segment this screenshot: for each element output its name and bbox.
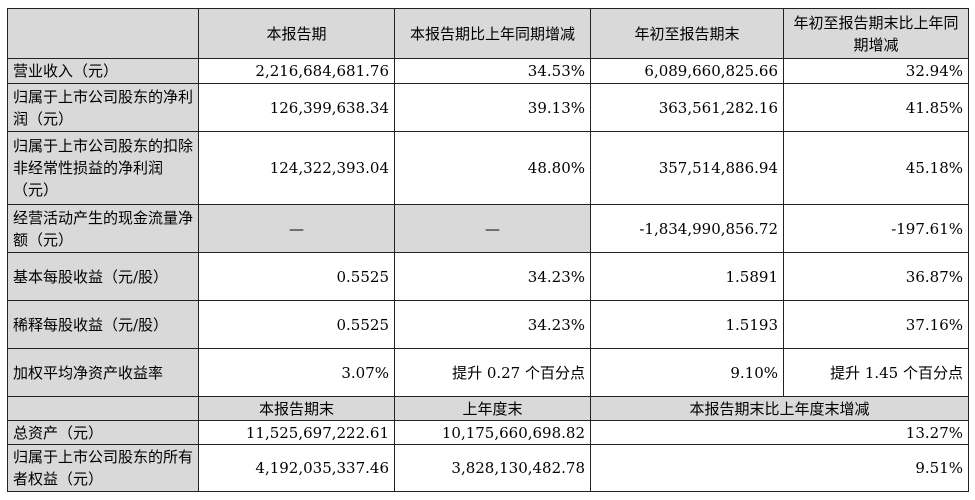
header-period-end: 本报告期末 [198,396,395,421]
year-to-date-value: 9.10% [590,348,784,397]
row-label: 基本每股收益（元/股） [7,252,199,301]
financial-summary-table: 本报告期 本报告期比上年同期增减 年初至报告期末 年初至报告期末比上年同期增减 … [7,8,969,492]
current-period-value: 124,322,393.04 [198,131,395,205]
current-period-value: 2,216,684,681.76 [198,58,395,84]
year-to-date-value: 6,089,660,825.66 [590,58,784,84]
header-current-period: 本报告期 [198,8,395,59]
row-label: 归属于上市公司股东的净利润（元） [7,83,199,132]
year-to-date-value: 357,514,886.94 [590,131,784,205]
table-row: 营业收入（元） 2,216,684,681.76 34.53% 6,089,66… [7,58,969,84]
row-label: 加权平均净资产收益率 [7,348,199,397]
current-period-value: 126,399,638.34 [198,83,395,132]
prior-year-end-value: 10,175,660,698.82 [394,420,591,445]
table-row: 总资产（元） 11,525,697,222.61 10,175,660,698.… [7,420,969,445]
current-period-value: — [198,204,395,253]
header-corner-cell [7,396,199,421]
year-to-date-change: 37.16% [783,300,969,349]
row-label: 归属于上市公司股东的扣除非经常性损益的净利润（元） [7,131,199,205]
year-to-date-value: 363,561,282.16 [590,83,784,132]
year-to-date-change: 32.94% [783,58,969,84]
current-period-change: — [394,204,591,253]
year-to-date-change: 41.85% [783,83,969,132]
current-period-value: 0.5525 [198,300,395,349]
header-corner-cell [7,8,199,59]
year-to-date-change: 36.87% [783,252,969,301]
row-label: 经营活动产生的现金流量净额（元） [7,204,199,253]
header-row-1: 本报告期 本报告期比上年同期增减 年初至报告期末 年初至报告期末比上年同期增减 [7,8,969,59]
table-row: 稀释每股收益（元/股） 0.5525 34.23% 1.5193 37.16% [7,300,969,349]
row-label: 稀释每股收益（元/股） [7,300,199,349]
prior-year-end-value: 3,828,130,482.78 [394,444,591,492]
row-label: 总资产（元） [7,420,199,445]
period-end-value: 4,192,035,337.46 [198,444,395,492]
period-end-value: 11,525,697,222.61 [198,420,395,445]
table-row: 加权平均净资产收益率 3.07% 提升 0.27 个百分点 9.10% 提升 1… [7,348,969,397]
current-period-change: 34.23% [394,300,591,349]
header-year-to-date: 年初至报告期末 [590,8,784,59]
table-row: 归属于上市公司股东的扣除非经常性损益的净利润（元） 124,322,393.04… [7,131,969,205]
year-to-date-value: 1.5193 [590,300,784,349]
header-year-to-date-change: 年初至报告期末比上年同期增减 [783,8,969,59]
row-label: 归属于上市公司股东的所有者权益（元） [7,444,199,492]
current-period-value: 3.07% [198,348,395,397]
period-end-change: 13.27% [590,420,969,445]
table-row: 归属于上市公司股东的净利润（元） 126,399,638.34 39.13% 3… [7,83,969,132]
header-period-end-change: 本报告期末比上年度末增减 [590,396,969,421]
header-prior-year-end: 上年度末 [394,396,591,421]
row-label: 营业收入（元） [7,58,199,84]
table-row: 经营活动产生的现金流量净额（元） — — -1,834,990,856.72 -… [7,204,969,253]
header-current-period-change: 本报告期比上年同期增减 [394,8,591,59]
year-to-date-value: -1,834,990,856.72 [590,204,784,253]
year-to-date-value: 1.5891 [590,252,784,301]
current-period-change: 39.13% [394,83,591,132]
header-row-2: 本报告期末 上年度末 本报告期末比上年度末增减 [7,396,969,421]
year-to-date-change: 提升 1.45 个百分点 [783,348,969,397]
table-row: 基本每股收益（元/股） 0.5525 34.23% 1.5891 36.87% [7,252,969,301]
current-period-change: 34.23% [394,252,591,301]
table-row: 归属于上市公司股东的所有者权益（元） 4,192,035,337.46 3,82… [7,444,969,492]
year-to-date-change: -197.61% [783,204,969,253]
current-period-change: 34.53% [394,58,591,84]
year-to-date-change: 45.18% [783,131,969,205]
current-period-change: 48.80% [394,131,591,205]
period-end-change: 9.51% [590,444,969,492]
current-period-value: 0.5525 [198,252,395,301]
current-period-change: 提升 0.27 个百分点 [394,348,591,397]
